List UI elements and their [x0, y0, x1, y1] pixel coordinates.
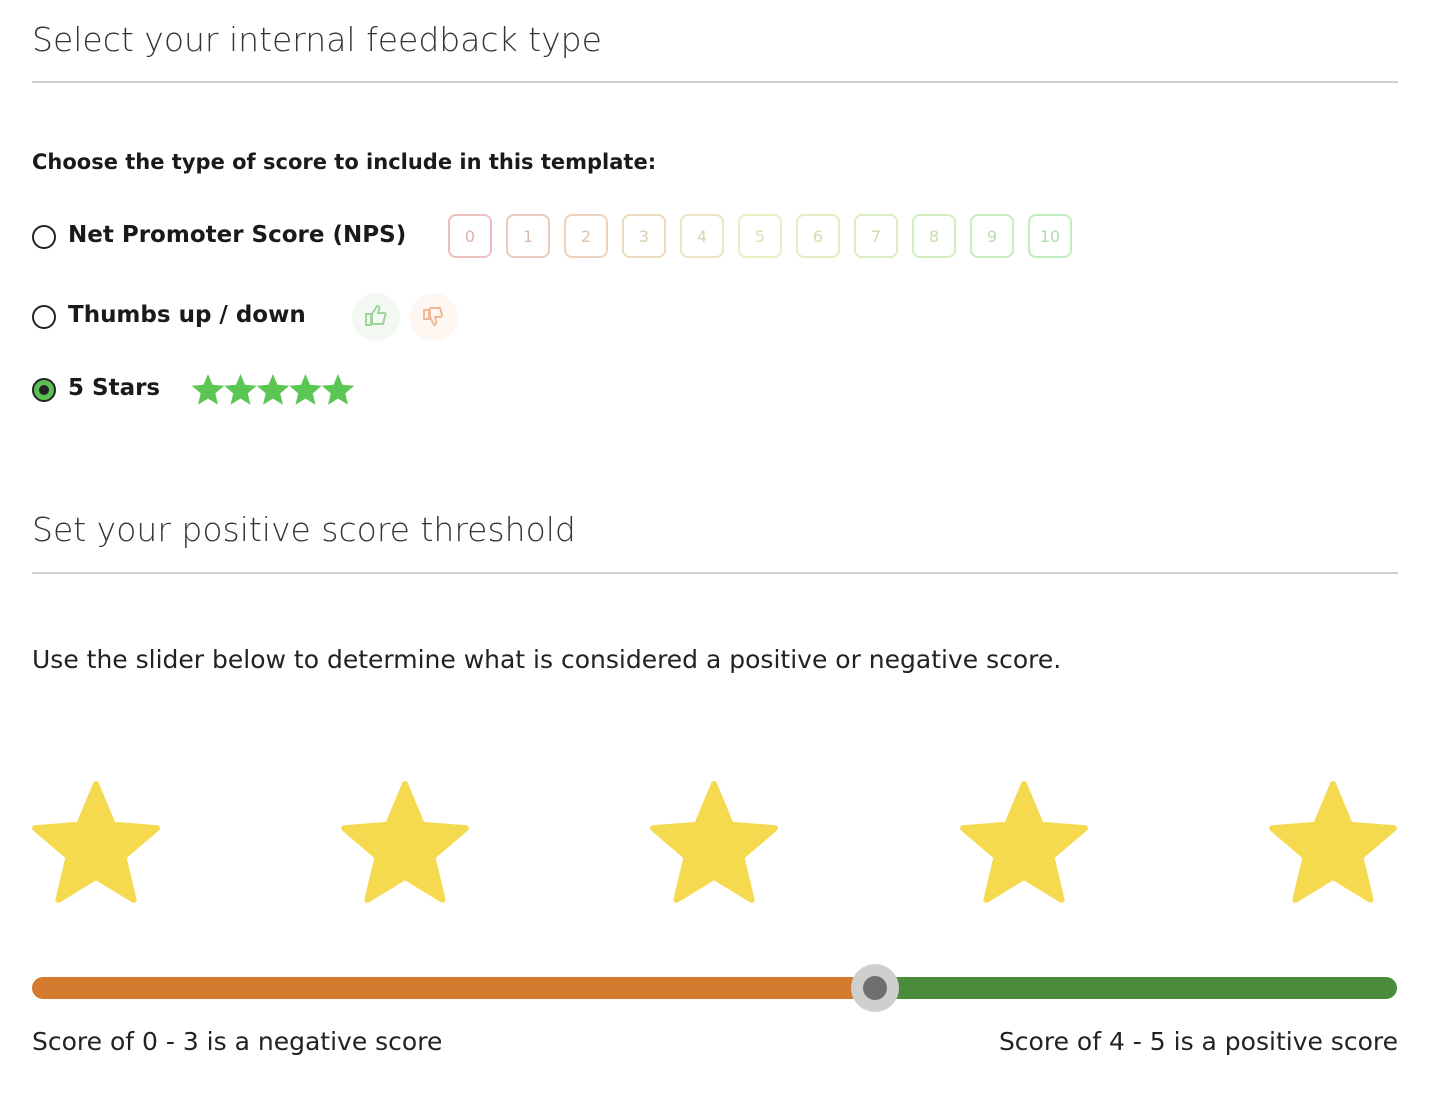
option-label[interactable]: Thumbs up / down: [68, 302, 306, 328]
star: [224, 374, 257, 405]
nps-option: 9: [970, 214, 1014, 258]
description: Use the slider below to determine what i…: [32, 645, 1062, 674]
nps-option: 2: [564, 214, 608, 258]
negative-label: Score of 0 - 3 is a negative score: [32, 1027, 443, 1056]
nps-option: 4: [680, 214, 724, 258]
nps-option: 0: [448, 214, 492, 258]
slider-handle[interactable]: [851, 964, 899, 1012]
radio[interactable]: [32, 378, 56, 402]
nps-option: 10: [1028, 214, 1072, 258]
star: [1269, 781, 1397, 903]
section-title: Select your internal feedback type: [32, 20, 602, 59]
nps-option: 1: [506, 214, 550, 258]
star: [32, 781, 160, 903]
option-label[interactable]: Net Promoter Score (NPS): [68, 222, 407, 248]
section-title: Set your positive score threshold: [32, 510, 576, 549]
star: [960, 781, 1088, 903]
nps-option: 7: [854, 214, 898, 258]
star: [191, 374, 225, 405]
radio[interactable]: [32, 305, 56, 329]
prompt: Choose the type of score to include in t…: [32, 150, 657, 174]
divider: [32, 81, 1398, 83]
radio[interactable]: [32, 225, 56, 249]
star-preview: [191, 374, 355, 405]
nps-option: 8: [912, 214, 956, 258]
threshold-stars: [32, 781, 1397, 903]
star: [321, 374, 355, 405]
star: [256, 374, 290, 405]
nps-option: 3: [622, 214, 666, 258]
nps-option: 5: [738, 214, 782, 258]
nps-option: 6: [796, 214, 840, 258]
slider: [32, 964, 1397, 1012]
thumbs-icons: [352, 293, 458, 341]
star: [289, 374, 322, 405]
star: [341, 781, 469, 903]
positive-label: Score of 4 - 5 is a positive score: [998, 1027, 1398, 1056]
option-label[interactable]: 5 Stars: [68, 375, 161, 401]
divider: [32, 572, 1398, 574]
star: [650, 781, 778, 903]
